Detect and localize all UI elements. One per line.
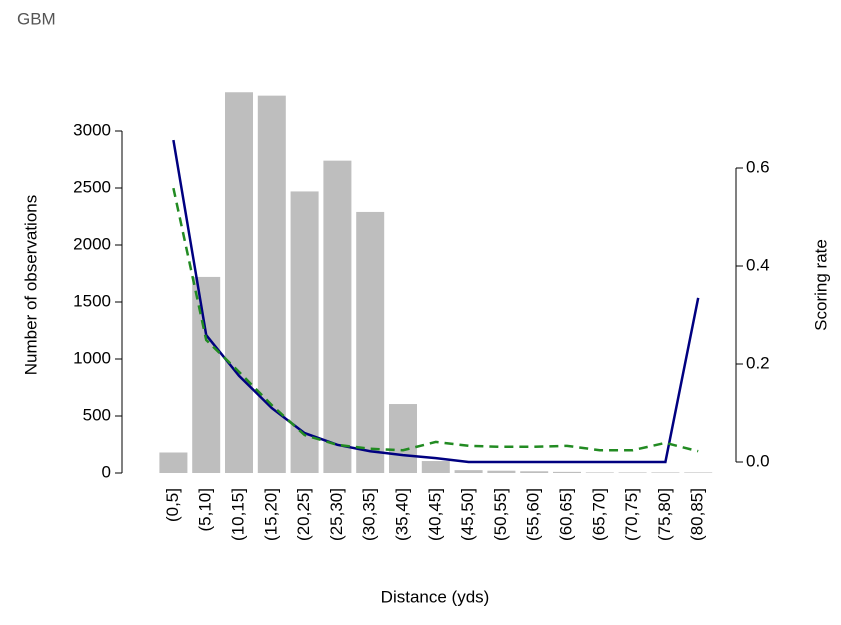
y2-tick-label: 0.6	[746, 157, 770, 176]
bar	[520, 471, 549, 473]
bar	[323, 160, 352, 473]
y-tick-label: 1500	[73, 291, 111, 310]
y-tick-label: 3000	[73, 120, 111, 139]
x-tick-label: (75,80]	[655, 488, 674, 541]
x-tick-label: (60,65]	[556, 488, 575, 541]
chart-title: GBM	[17, 9, 56, 28]
x-tick-label: (45,50]	[458, 488, 477, 541]
line	[172, 139, 700, 464]
x-tick-label: (15,20]	[261, 488, 280, 541]
bar	[257, 95, 286, 473]
bar	[651, 472, 680, 473]
x-tick-label: (20,25]	[294, 488, 313, 541]
x-tick-label: (5,10]	[196, 488, 215, 531]
x-tick-label: (35,40]	[392, 488, 411, 541]
x-tick-label: (55,60]	[524, 488, 543, 541]
x-tick-label: (0,5]	[163, 488, 182, 522]
bar	[159, 452, 188, 473]
y2-tick-label: 0.2	[746, 353, 770, 372]
line	[172, 187, 699, 453]
y2-axis-label: Scoring rate	[811, 239, 830, 331]
x-tick-label: (40,45]	[425, 488, 444, 541]
y2-tick-label: 0.0	[746, 451, 770, 470]
y2-tick-label: 0.4	[746, 255, 770, 274]
x-tick-label: (65,70]	[589, 488, 608, 541]
bar	[356, 211, 385, 473]
y-tick-label: 1000	[73, 348, 111, 367]
bar	[454, 470, 483, 473]
bar	[618, 472, 647, 473]
bar	[192, 276, 221, 473]
x-tick-label: (10,15]	[228, 488, 247, 541]
bar	[389, 404, 417, 473]
bar	[225, 92, 253, 474]
x-axis-label: Distance (yds)	[381, 587, 490, 606]
y-tick-label: 2000	[73, 234, 111, 253]
y-tick-label: 2500	[73, 177, 111, 196]
x-tick-label: (30,35]	[360, 488, 379, 541]
x-tick-label: (50,55]	[491, 488, 510, 541]
bar	[684, 472, 713, 473]
bar	[585, 472, 614, 473]
x-tick-label: (80,85]	[688, 488, 707, 541]
bar	[290, 191, 319, 474]
bar	[553, 471, 581, 473]
y-tick-label: 500	[83, 405, 111, 424]
x-tick-label: (25,30]	[327, 488, 346, 541]
bar	[421, 461, 450, 473]
bar	[487, 470, 516, 473]
x-tick-label: (70,75]	[622, 488, 641, 541]
y-tick-label: 0	[102, 462, 111, 481]
y-axis-label: Number of observations	[21, 195, 40, 375]
